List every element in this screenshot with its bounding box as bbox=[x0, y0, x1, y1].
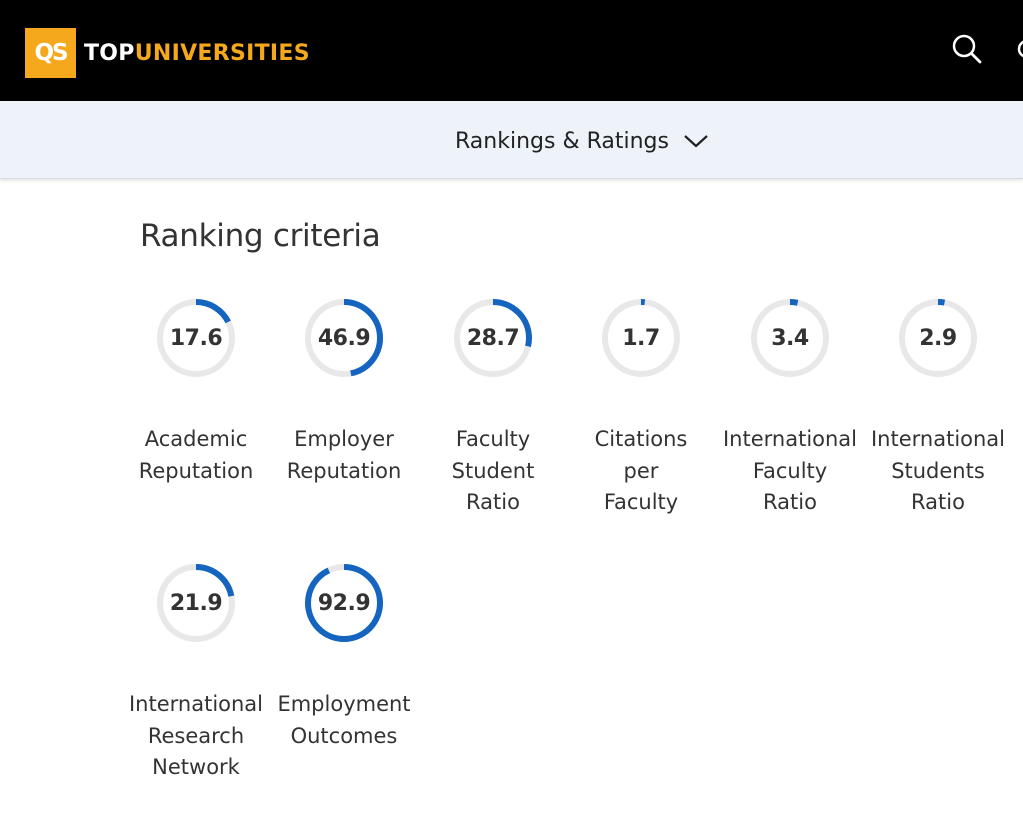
rankings-ratings-label: Rankings & Ratings bbox=[455, 128, 669, 154]
profile-icon[interactable] bbox=[1016, 38, 1023, 60]
criterion-label: International Faculty Ratio bbox=[722, 427, 858, 514]
ring-progress-arc bbox=[454, 299, 532, 377]
criterion-label: Academic Reputation bbox=[138, 427, 254, 483]
section-title: Ranking criteria bbox=[140, 218, 381, 254]
criterion-item: 92.9 Employment Outcomes bbox=[270, 561, 418, 752]
criterion-label: International Research Network bbox=[128, 692, 264, 779]
search-button[interactable] bbox=[948, 30, 984, 66]
score-ring: 92.9 bbox=[302, 561, 386, 645]
qs-logo[interactable]: QS bbox=[25, 28, 76, 78]
score-ring: 28.7 bbox=[451, 296, 535, 380]
brand-universities-text: UNIVERSITIES bbox=[134, 41, 310, 66]
score-value: 21.9 bbox=[169, 590, 223, 616]
score-ring-graphic bbox=[157, 564, 235, 642]
rankings-ratings-dropdown[interactable]: Rankings & Ratings bbox=[455, 123, 709, 159]
search-icon bbox=[952, 34, 982, 64]
score-ring-graphic bbox=[305, 564, 383, 642]
rankings-subnav: Rankings & Ratings bbox=[0, 101, 1023, 179]
score-ring: 3.4 bbox=[748, 296, 832, 380]
criterion-item: 28.7 Faculty Student Ratio bbox=[419, 296, 567, 519]
score-value: 1.7 bbox=[622, 325, 660, 351]
score-value: 28.7 bbox=[466, 325, 520, 351]
criterion-item: 21.9 International Research Network bbox=[122, 561, 270, 784]
score-ring-graphic bbox=[305, 299, 383, 377]
chevron-down-icon bbox=[684, 135, 708, 148]
criterion-label: International Students Ratio bbox=[870, 427, 1006, 514]
score-ring-graphic bbox=[157, 299, 235, 377]
score-ring-graphic bbox=[602, 299, 680, 377]
score-value: 2.9 bbox=[919, 325, 957, 351]
criterion-item: 17.6 Academic Reputation bbox=[122, 296, 270, 487]
criterion-label: Faculty Student Ratio bbox=[451, 427, 535, 514]
score-ring-graphic bbox=[899, 299, 977, 377]
criterion-item: 2.9 International Students Ratio bbox=[864, 296, 1012, 519]
score-value: 92.9 bbox=[317, 590, 371, 616]
score-ring: 17.6 bbox=[154, 296, 238, 380]
criterion-item: 46.9 Employer Reputation bbox=[270, 296, 418, 487]
ring-progress-arc bbox=[305, 299, 383, 377]
ring-progress-arc bbox=[751, 299, 829, 377]
score-ring: 46.9 bbox=[302, 296, 386, 380]
ring-progress-arc bbox=[305, 564, 383, 642]
score-ring: 2.9 bbox=[896, 296, 980, 380]
criterion-label: Employer Reputation bbox=[286, 427, 402, 483]
criterion-label: Citations per Faculty bbox=[594, 427, 688, 514]
score-ring: 1.7 bbox=[599, 296, 683, 380]
score-value: 3.4 bbox=[771, 325, 809, 351]
brand-top-text: TOP bbox=[84, 41, 135, 66]
ring-progress-arc bbox=[602, 299, 680, 377]
ring-progress-arc bbox=[157, 299, 235, 377]
top-navbar: QS TOPUNIVERSITIES bbox=[0, 0, 1023, 101]
score-value: 17.6 bbox=[169, 325, 223, 351]
criterion-item: 3.4 International Faculty Ratio bbox=[716, 296, 864, 519]
score-value: 46.9 bbox=[317, 325, 371, 351]
score-ring: 21.9 bbox=[154, 561, 238, 645]
criterion-label: Employment Outcomes bbox=[277, 692, 411, 748]
criterion-item: 1.7 Citations per Faculty bbox=[567, 296, 715, 519]
score-ring-graphic bbox=[454, 299, 532, 377]
brand-wordmark[interactable]: TOPUNIVERSITIES bbox=[84, 39, 310, 69]
score-ring-graphic bbox=[751, 299, 829, 377]
ring-progress-arc bbox=[157, 564, 235, 642]
ring-progress-arc bbox=[899, 299, 977, 377]
